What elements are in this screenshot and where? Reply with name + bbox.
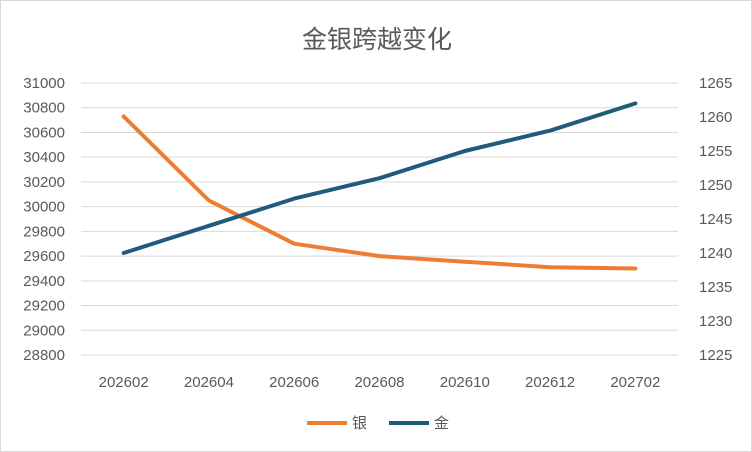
x-tick-label: 202702	[610, 374, 660, 391]
left-y-tick-label: 29600	[23, 248, 65, 265]
right-y-tick-label: 1240	[699, 245, 732, 262]
left-y-tick-label: 29000	[23, 322, 65, 339]
legend: 银 金	[307, 415, 449, 432]
legend-label-silver: 银	[352, 415, 367, 432]
left-y-tick-label: 31000	[23, 75, 65, 92]
x-tick-label: 202604	[184, 374, 234, 391]
x-tick-label: 202612	[525, 374, 575, 391]
left-y-tick-label: 29800	[23, 223, 65, 240]
left-y-tick-label: 30000	[23, 199, 65, 216]
right-y-tick-label: 1225	[699, 347, 732, 364]
x-tick-label: 202608	[354, 374, 404, 391]
left-y-tick-label: 28800	[23, 347, 65, 364]
series-lines	[121, 101, 638, 271]
x-tick-label: 202606	[269, 374, 319, 391]
left-y-tick-label: 29400	[23, 273, 65, 290]
right-y-tick-label: 1235	[699, 279, 732, 296]
left-y-tick-label: 30800	[23, 100, 65, 117]
gridlines	[81, 82, 678, 356]
right-y-tick-label: 1230	[699, 313, 732, 330]
right-y-tick-label: 1265	[699, 75, 732, 92]
left-y-tick-label: 29200	[23, 298, 65, 315]
right-y-tick-label: 1245	[699, 211, 732, 228]
left-y-tick-label: 30200	[23, 174, 65, 191]
right-y-tick-label: 1255	[699, 143, 732, 160]
legend-label-gold: 金	[434, 415, 449, 432]
x-tick-label: 202610	[440, 374, 490, 391]
series-line-silver	[121, 114, 638, 271]
x-axis: 202602 202604 202606 202608 202610 202612 2027…	[99, 374, 661, 391]
left-y-tick-label: 30600	[23, 124, 65, 141]
left-y-tick-label: 30400	[23, 149, 65, 166]
right-y-axis: 1225 1230 1235 1240 1245 1250 1255 1260 1265	[699, 75, 732, 364]
series-line-gold	[121, 101, 638, 255]
right-y-tick-label: 1260	[699, 109, 732, 126]
x-tick-label: 202602	[99, 374, 149, 391]
chart-title: 金银跨越变化	[302, 26, 452, 54]
left-y-axis: 28800 29000 29200 29400 29600 29800 30000 30200…	[23, 75, 65, 364]
right-y-tick-label: 1250	[699, 177, 732, 194]
